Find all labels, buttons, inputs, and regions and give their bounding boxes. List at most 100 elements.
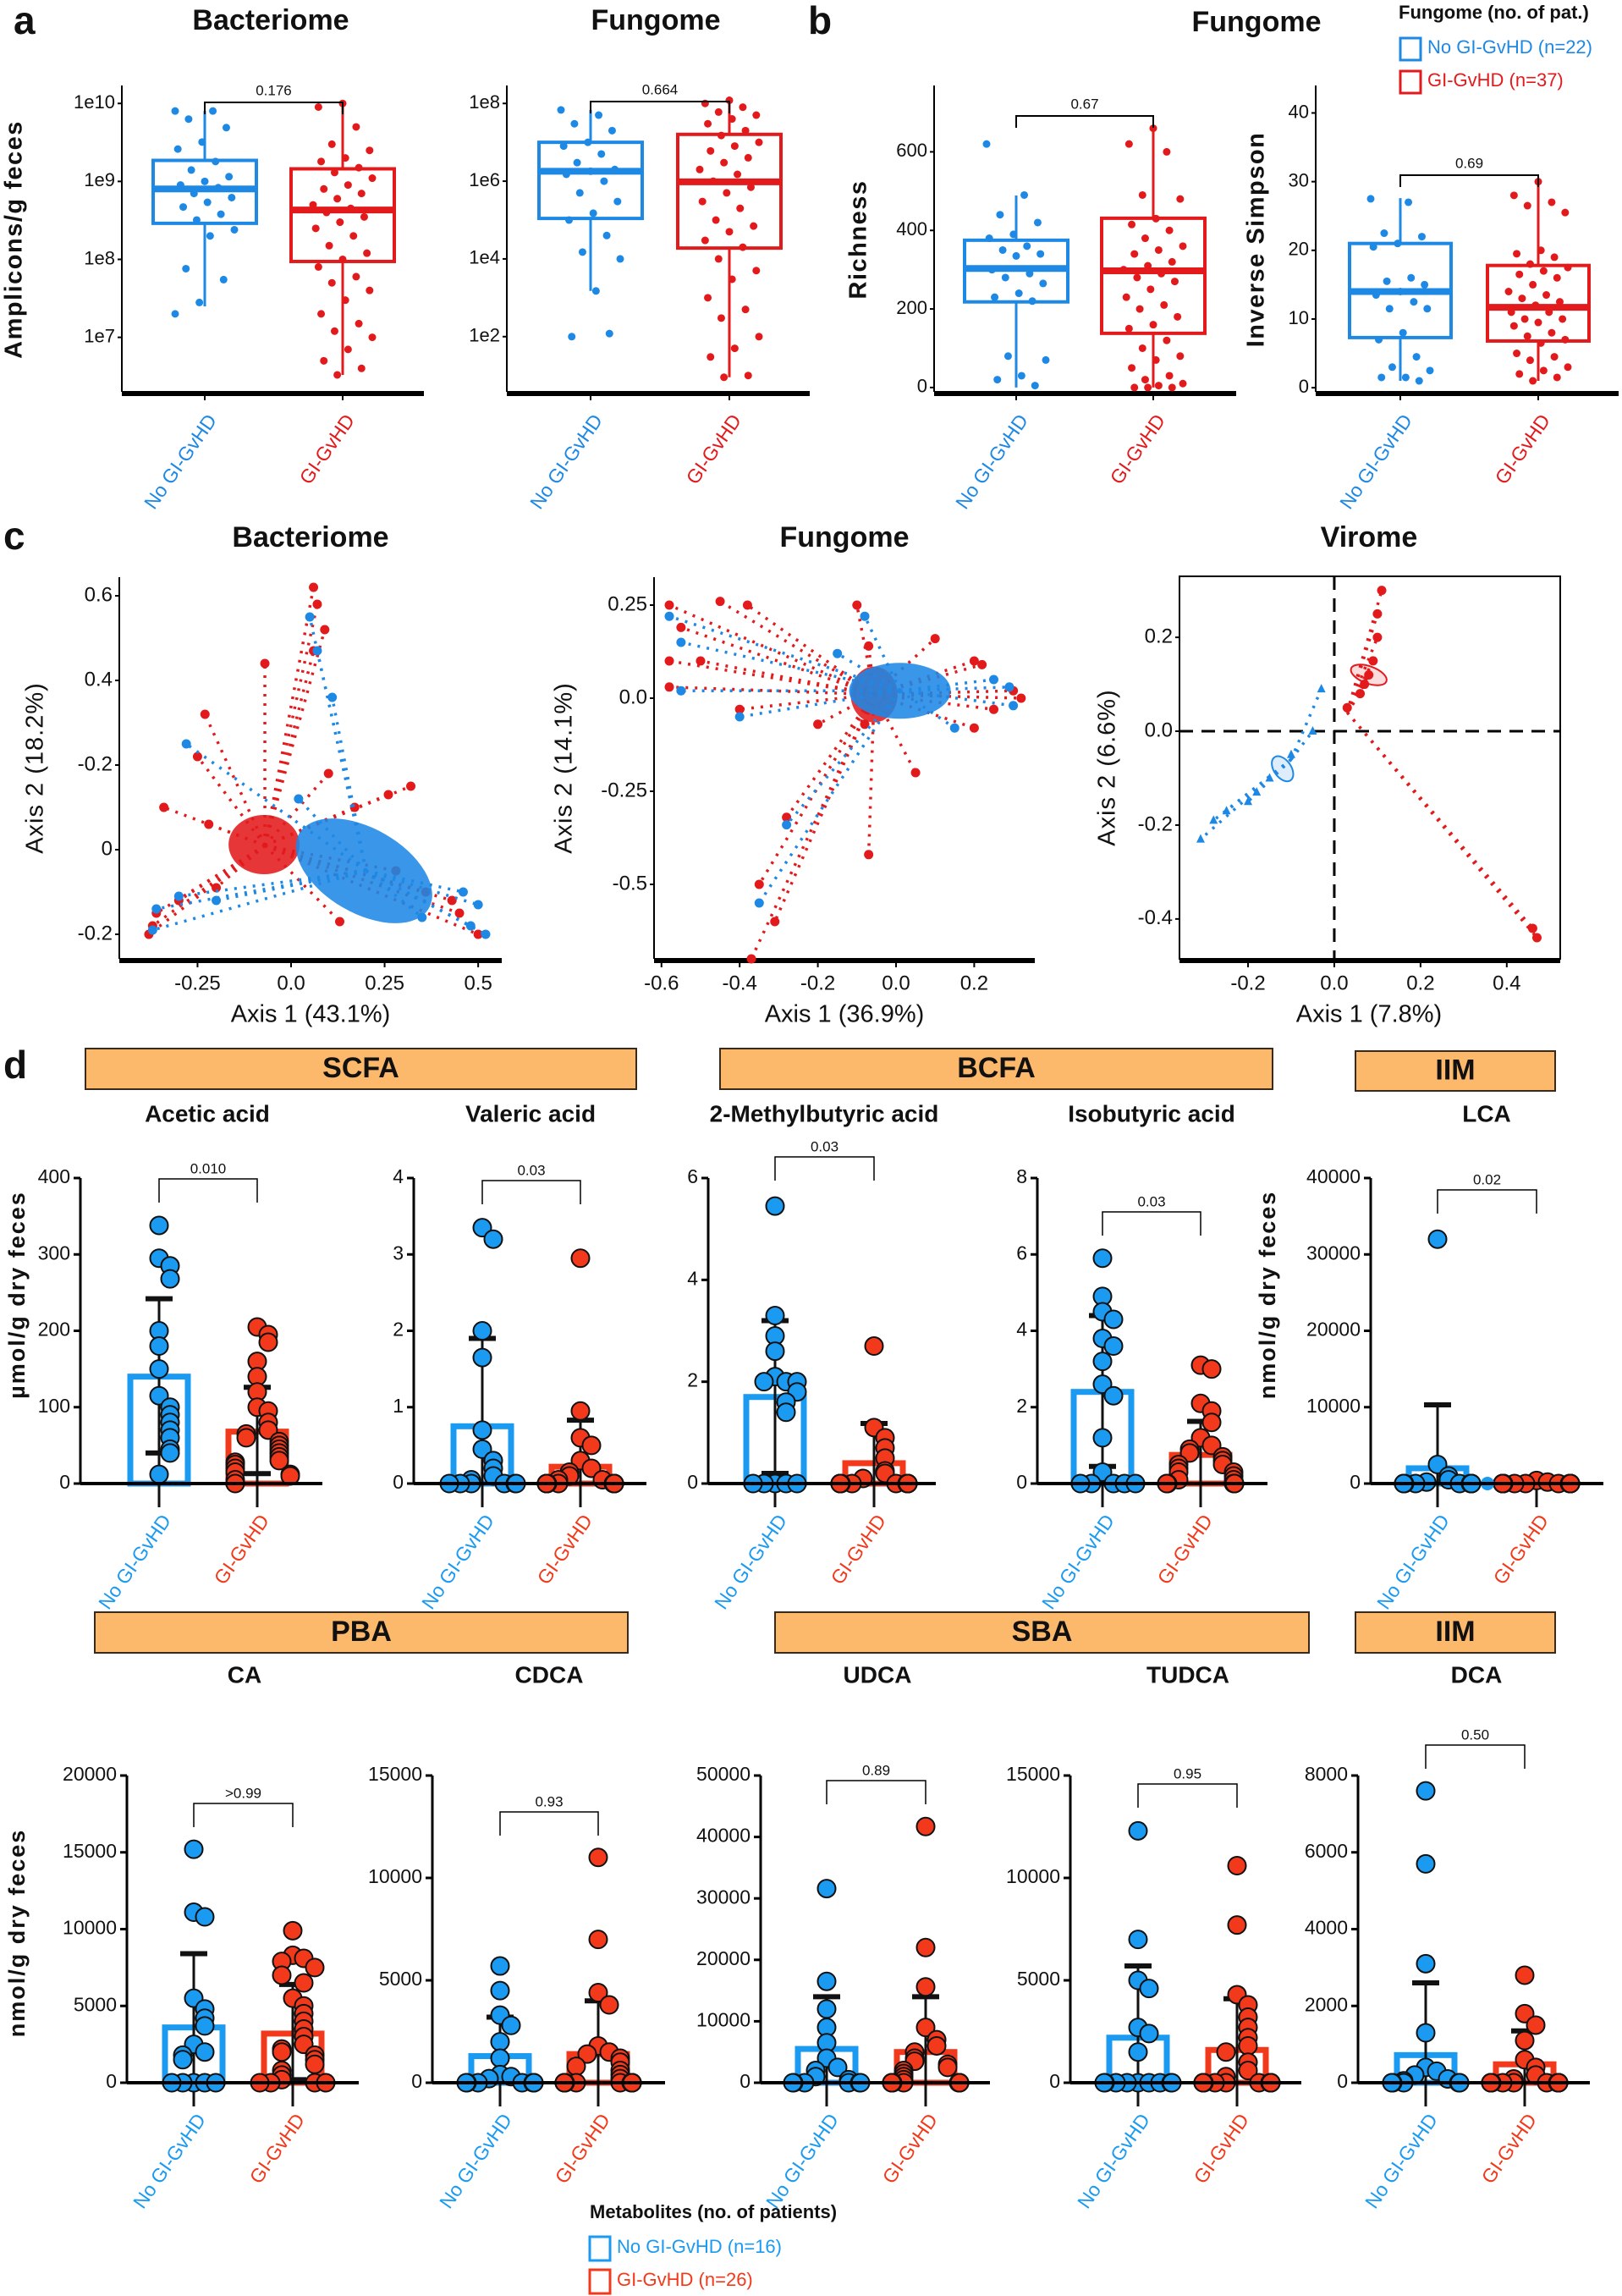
data-point: [149, 1336, 169, 1357]
chart-fungome: Fungome Axis 1 (36.9%) Axis 2 (14.1%) -0.6 -…: [551, 521, 1035, 1028]
y-tick-label: 6000: [1305, 1840, 1348, 1862]
data-point: [754, 879, 764, 889]
data-point: [173, 891, 184, 901]
data-point: [160, 1443, 180, 1463]
data-point: [717, 314, 725, 322]
data-point: [198, 138, 206, 146]
data-point: [214, 184, 223, 192]
panel-label-b: b: [808, 0, 832, 42]
data-point: [212, 157, 220, 166]
data-point: [750, 222, 758, 230]
data-point: [1124, 324, 1133, 333]
bar-gi-gvhd: [554, 1847, 642, 2106]
data-point: [1421, 280, 1429, 289]
data-point: [212, 895, 222, 906]
y-tick-label: 0: [917, 376, 927, 397]
centroid-spoke: [147, 844, 267, 936]
legend-item: No GI-GvHD (n=22): [1399, 36, 1592, 62]
data-point: [584, 138, 592, 146]
chart-title: DCA: [1451, 1661, 1503, 1688]
bar-gi-gvhd: [1493, 1470, 1581, 1507]
data-point: [1244, 796, 1253, 806]
centroid-spoke: [1289, 688, 1323, 760]
x-tick-label: GI-GvHD: [295, 410, 360, 487]
x-tick-label: No GI-GvHD: [1361, 2109, 1442, 2212]
centroid-spoke: [263, 772, 330, 847]
centroid-spoke: [178, 844, 266, 902]
data-point: [151, 904, 162, 914]
data-point: [344, 345, 352, 354]
data-point: [159, 802, 169, 812]
data-point: [1515, 2030, 1535, 2051]
plot-frame: [1179, 575, 1561, 960]
y-tick-label: 100: [38, 1395, 70, 1417]
y-tick-label: 1e7: [84, 325, 115, 346]
group-gi-gvhd: [144, 582, 483, 939]
p-value: 0.03: [517, 1162, 545, 1178]
legend-label: No GI-GvHD (n=16): [617, 2236, 782, 2257]
data-point: [317, 310, 326, 318]
p-value: 0.03: [1137, 1193, 1165, 1209]
y-tick-label: 1: [393, 1395, 404, 1417]
y-tick-label: 1e6: [469, 169, 500, 190]
group-no-gi-gvhd: [1196, 684, 1326, 843]
x-tick-label: GI-GvHD: [827, 1510, 891, 1588]
data-point: [1004, 682, 1014, 692]
data-point: [1138, 344, 1146, 352]
p-value: 0.50: [1461, 1726, 1489, 1743]
y-tick-label: 2: [687, 1369, 698, 1391]
x-tick-label: 0.0: [1320, 972, 1348, 994]
data-point: [813, 719, 823, 730]
data-point: [1401, 373, 1410, 382]
chart-tudca: TUDCA 0 5000 10000 15000 No GI-GvHD GI-GvHD 0.9…: [1006, 1661, 1301, 2212]
bar-gi-gvhd: [1193, 1855, 1281, 2106]
chart-title: CA: [228, 1661, 261, 1688]
data-point: [209, 107, 217, 115]
data-point: [782, 820, 792, 830]
data-point: [1377, 586, 1387, 596]
bar-no-gi-gvhd: [743, 1196, 807, 1507]
centroid-spoke: [785, 693, 876, 818]
data-point: [996, 211, 1004, 219]
data-point: [336, 218, 344, 227]
metabolite-class-header: SBA: [774, 1611, 1310, 1654]
data-point: [1364, 669, 1374, 680]
data-point: [176, 181, 184, 190]
data-point: [1529, 280, 1537, 289]
centroid-spoke: [739, 692, 875, 711]
p-value: 0.89: [862, 1762, 890, 1778]
data-point: [1124, 140, 1133, 148]
x-tick-label: No GI-GvHD: [140, 410, 221, 513]
x-tick-label: -0.25: [174, 972, 221, 994]
data-point: [1103, 1336, 1124, 1357]
data-point: [575, 189, 584, 197]
group-no-gi-gvhd: [664, 611, 1019, 908]
data-point: [559, 142, 568, 151]
centroid-spoke: [179, 869, 366, 898]
p-value: 0.02: [1473, 1171, 1501, 1187]
y-tick-label: 0.2: [1145, 625, 1173, 647]
data-point: [1426, 366, 1434, 375]
data-point: [327, 278, 336, 287]
data-point: [597, 150, 606, 158]
data-point: [334, 917, 344, 927]
data-point: [272, 2042, 292, 2062]
data-point: [712, 216, 720, 224]
data-point: [782, 812, 792, 823]
x-tick-label: GI-GvHD: [245, 2109, 310, 2187]
data-point: [741, 126, 750, 135]
x-tick-label: 0.0: [277, 972, 305, 994]
data-point: [1515, 1965, 1535, 1985]
group-no-gi-gvhd: [147, 612, 491, 939]
data-point: [1265, 773, 1274, 782]
x-tick-label: GI-GvHD: [1153, 1510, 1218, 1588]
data-point: [1149, 124, 1157, 133]
data-point: [149, 1215, 169, 1236]
data-point: [570, 119, 579, 128]
data-point: [311, 224, 320, 233]
data-point: [664, 656, 674, 666]
legend-item: GI-GvHD (n=26): [588, 2268, 753, 2295]
data-point: [1394, 240, 1402, 248]
y-tick-label: 0.4: [85, 668, 113, 691]
